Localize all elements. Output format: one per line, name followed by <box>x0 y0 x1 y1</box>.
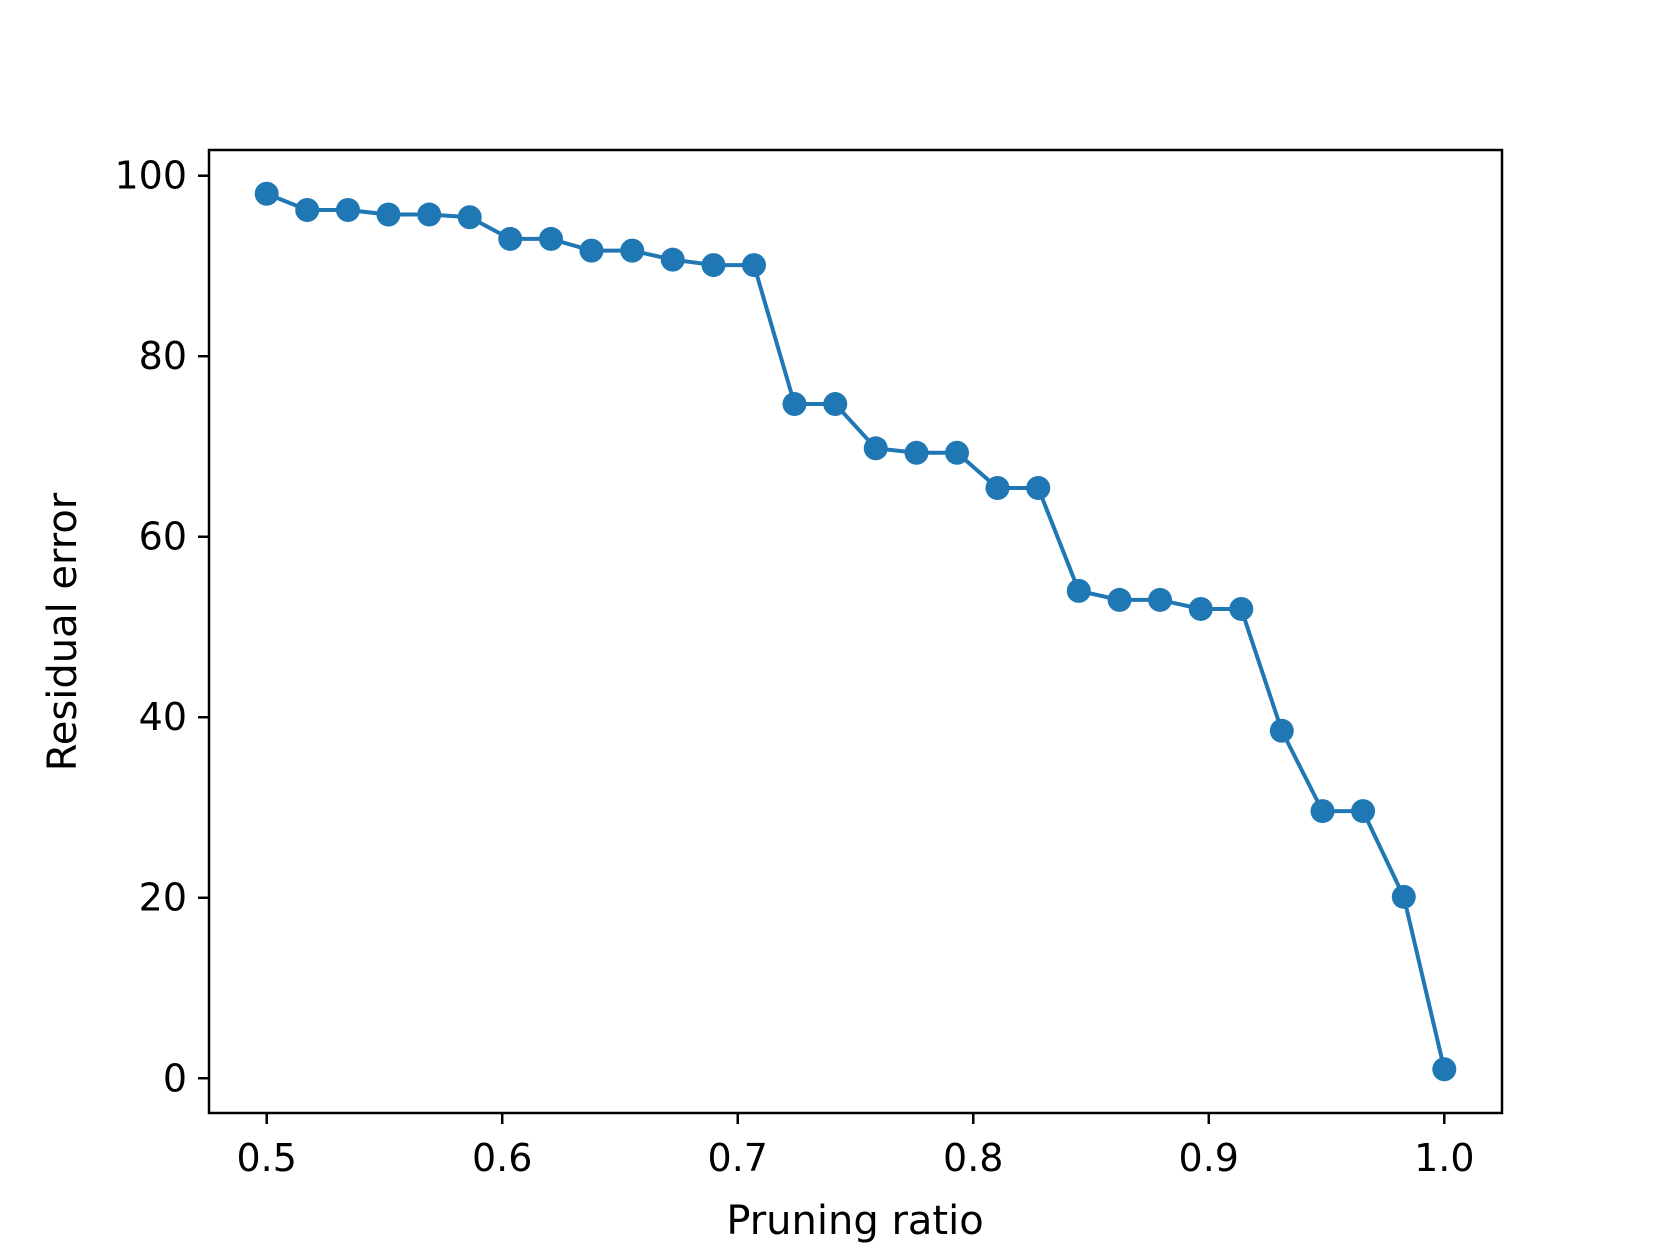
data-point <box>417 202 442 227</box>
data-point <box>295 198 320 223</box>
x-axis-label: Pruning ratio <box>726 1198 983 1244</box>
y-tick-label: 100 <box>114 154 187 198</box>
data-point <box>782 392 807 417</box>
y-tick-label: 0 <box>163 1056 187 1100</box>
data-point <box>457 205 482 230</box>
data-point <box>1310 799 1335 824</box>
data-point <box>538 226 563 251</box>
data-point <box>1188 596 1213 621</box>
data-point <box>1107 587 1132 612</box>
data-point <box>945 440 970 465</box>
x-tick-label: 0.7 <box>708 1136 768 1180</box>
data-point <box>985 476 1010 500</box>
data-point <box>660 247 685 272</box>
data-point <box>1229 596 1254 621</box>
data-point <box>376 202 401 227</box>
plot-frame <box>207 148 1504 1115</box>
data-point <box>1026 476 1051 500</box>
data-point <box>701 253 726 278</box>
data-point <box>823 392 848 417</box>
data-point <box>1066 578 1091 603</box>
data-point <box>1269 718 1294 743</box>
data-point <box>741 253 766 278</box>
x-tick-label: 0.9 <box>1179 1136 1239 1180</box>
axes-layer: 0.5 0.6 0.7 0.8 0.9 1.0 0 20 40 60 80 100 <box>114 148 1504 1180</box>
data-point <box>498 226 523 251</box>
data-point <box>1432 1057 1457 1082</box>
data-point <box>1148 587 1173 612</box>
data-point <box>863 436 888 461</box>
x-tick-label: 0.8 <box>943 1136 1003 1180</box>
series-layer <box>254 181 1457 1082</box>
x-tick-label: 0.6 <box>472 1136 532 1180</box>
y-tick-label: 20 <box>139 876 187 920</box>
x-tick-label: 0.5 <box>236 1136 296 1180</box>
y-axis-label: Residual error <box>40 492 86 771</box>
data-point <box>620 238 645 263</box>
data-point <box>335 198 360 223</box>
y-tick-label: 80 <box>139 334 187 378</box>
data-point <box>1391 884 1416 909</box>
x-tick-label: 1.0 <box>1414 1136 1474 1180</box>
y-tick-label: 40 <box>139 695 187 739</box>
data-point <box>579 238 604 263</box>
data-point <box>1351 799 1376 824</box>
data-point <box>254 181 279 206</box>
data-point <box>904 440 929 465</box>
y-tick-label: 60 <box>139 515 187 559</box>
